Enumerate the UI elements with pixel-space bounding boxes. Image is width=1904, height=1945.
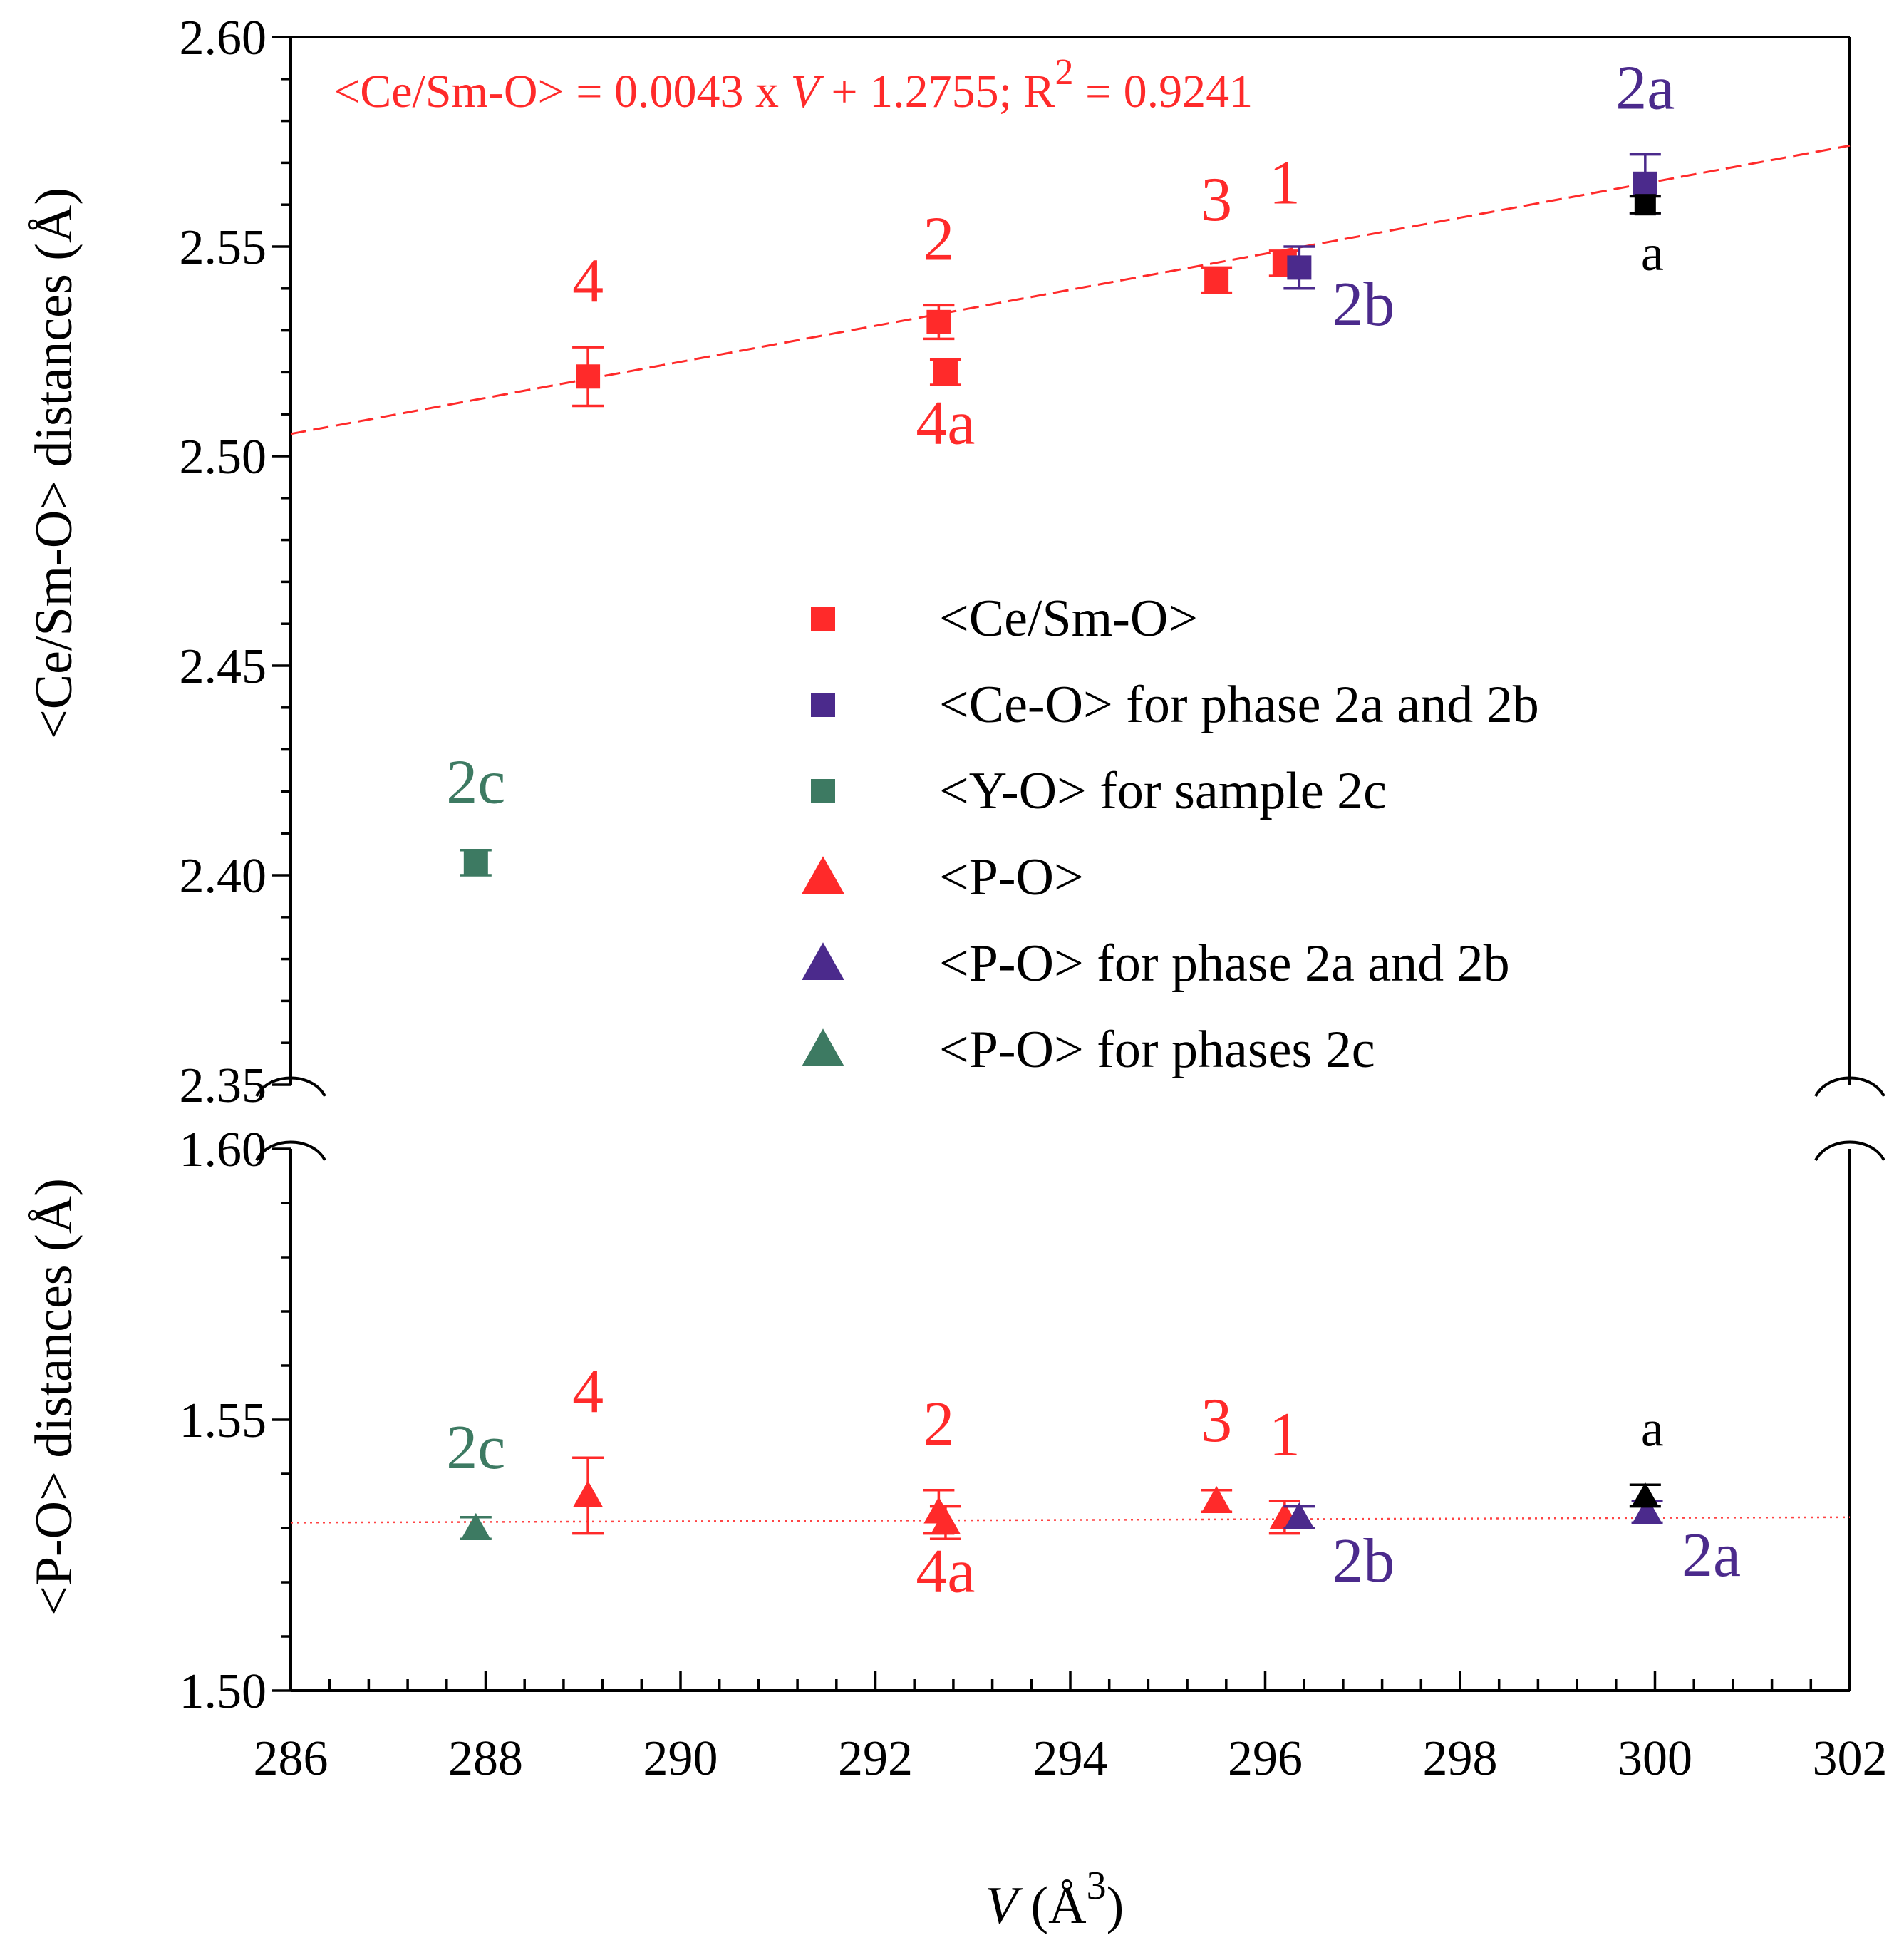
point-label: 2a xyxy=(1615,54,1675,123)
square-marker xyxy=(463,850,488,875)
point-label: 2a xyxy=(1682,1521,1741,1590)
square-marker xyxy=(1287,255,1312,280)
square-marker xyxy=(1634,194,1656,216)
point-label: 2b xyxy=(1332,1527,1395,1596)
square-marker xyxy=(926,309,951,334)
x-tick-label: 294 xyxy=(1033,1731,1108,1786)
x-tick-label: 298 xyxy=(1423,1731,1498,1786)
upper-y-tick-label: 2.60 xyxy=(180,11,267,66)
point-label: 2c xyxy=(446,748,505,817)
point-label: 2c xyxy=(446,1413,505,1482)
upper-axis-title: <Ce/Sm-O> distances (Å) xyxy=(25,187,83,739)
legend-marker xyxy=(802,1028,844,1067)
point-label: 3 xyxy=(1201,165,1232,234)
x-tick-label: 296 xyxy=(1228,1731,1303,1786)
triangle-marker xyxy=(1284,1502,1315,1529)
fit-equation: <Ce/Sm-O> = 0.0043 x V + 1.2755; R2 = 0.… xyxy=(333,52,1253,118)
point-label: 3 xyxy=(1201,1386,1232,1455)
triangle-marker xyxy=(1632,1497,1662,1524)
legend: <Ce/Sm-O> <Ce-O> for phase 2a and 2b <Y-O>… xyxy=(802,589,1539,1079)
x-tick-label: 292 xyxy=(838,1731,913,1786)
x-axis-title: V (Å3) xyxy=(985,1864,1124,1935)
triangle-marker xyxy=(1201,1485,1232,1513)
point-label: a xyxy=(1641,225,1664,282)
axis-break-upper-left xyxy=(255,1076,326,1098)
point-label: 1 xyxy=(1269,1400,1300,1470)
tick-marks: 2.35 2.40 2.45 2.50 2.55 2.60 1.50 1.55 1.60 286 2… xyxy=(180,11,1888,1786)
legend-label: <Ce/Sm-O> xyxy=(939,589,1198,648)
axis-break-upper-right xyxy=(1814,1076,1885,1098)
point-label: 2 xyxy=(923,1390,954,1459)
lower-axis-title: <P-O> distances (Å) xyxy=(25,1178,83,1616)
legend-label: <P-O> xyxy=(939,848,1084,907)
legend-label: <Y-O> for sample 2c xyxy=(939,762,1387,820)
upper-y-tick-label: 2.40 xyxy=(180,849,267,904)
square-marker xyxy=(576,364,601,389)
legend-label: <P-O> for phases 2c xyxy=(939,1021,1375,1079)
triangle-marker xyxy=(460,1512,491,1540)
lower-y-tick-label: 1.55 xyxy=(180,1393,267,1448)
point-label: 4a xyxy=(916,1537,975,1606)
legend-marker xyxy=(811,607,835,631)
point-label: 2 xyxy=(923,205,954,274)
legend-label: <P-O> for phase 2a and 2b xyxy=(939,934,1510,993)
x-tick-label: 288 xyxy=(448,1731,523,1786)
legend-marker xyxy=(811,693,835,717)
legend-marker xyxy=(802,942,844,981)
upper-y-tick-label: 2.55 xyxy=(180,220,267,275)
point-label: 4 xyxy=(572,247,604,316)
upper-y-tick-label: 2.35 xyxy=(180,1058,267,1113)
point-label: 4a xyxy=(916,388,975,458)
triangle-marker xyxy=(1632,1482,1659,1506)
triangle-marker xyxy=(573,1480,604,1507)
axis-break-lower-right xyxy=(1814,1140,1885,1162)
point-label: 2b xyxy=(1332,270,1395,339)
axis-break-lower-left xyxy=(255,1140,326,1162)
square-marker xyxy=(1204,268,1229,293)
point-label: a xyxy=(1641,1400,1664,1457)
lower-y-tick-label: 1.60 xyxy=(180,1123,267,1177)
fit-lines xyxy=(290,144,1851,1524)
lower-y-tick-label: 1.50 xyxy=(180,1664,267,1719)
square-marker xyxy=(933,360,958,385)
x-tick-label: 300 xyxy=(1618,1731,1692,1786)
upper-y-tick-label: 2.50 xyxy=(180,430,267,485)
x-tick-label: 286 xyxy=(254,1731,328,1786)
point-label: 4 xyxy=(572,1357,604,1426)
x-tick-label: 302 xyxy=(1813,1731,1888,1786)
point-label: 1 xyxy=(1269,149,1300,218)
legend-marker xyxy=(811,779,835,803)
legend-label: <Ce-O> for phase 2a and 2b xyxy=(939,676,1539,734)
fit-line xyxy=(290,144,1851,435)
legend-marker xyxy=(802,856,844,894)
data-marks xyxy=(460,153,1663,1540)
triangle-marker xyxy=(930,1507,961,1534)
square-marker xyxy=(1633,171,1657,196)
x-tick-label: 290 xyxy=(643,1731,718,1786)
upper-y-tick-label: 2.45 xyxy=(180,639,267,694)
